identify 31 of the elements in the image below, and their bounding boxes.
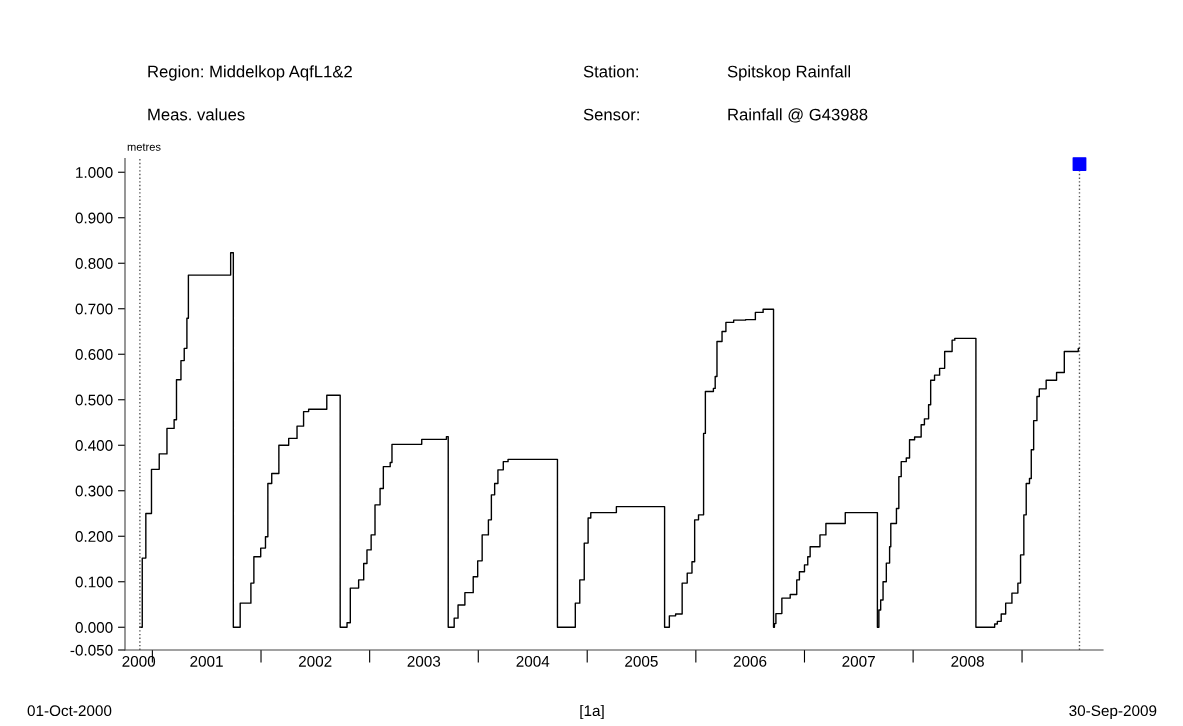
x-tick-label: 2005	[625, 655, 658, 667]
y-tick-label: 0.300	[75, 485, 113, 497]
y-tick-label: 0.900	[75, 212, 113, 224]
text: Rainfall @ G43988	[728, 108, 868, 123]
y-tick-label: -0.050	[70, 644, 113, 656]
x-tick-label: 2001	[190, 655, 223, 667]
text: [1a]	[580, 704, 604, 720]
y-tick-label: 0.800	[75, 258, 113, 269]
text: Spitskop Rainfall	[727, 65, 851, 81]
x-tick-label: 2007	[842, 655, 875, 667]
x-tick-label: 2008	[951, 655, 984, 667]
x-tick-label: 2006	[733, 655, 767, 667]
x-tick-label: 2004	[516, 655, 550, 667]
text: 30-Sep-2009	[1069, 705, 1157, 720]
text: 01-Oct-2000	[27, 705, 112, 717]
y-tick-label: 0.600	[75, 349, 113, 360]
text: Meas. values	[148, 108, 245, 121]
x-tick-label: 2003	[407, 655, 441, 667]
y-axis-title: metres	[127, 143, 161, 151]
y-tick-label: 0.700	[75, 303, 113, 315]
x-tick-label: 2000	[122, 655, 156, 667]
y-tick-label: 0.200	[75, 531, 113, 542]
text: Sensor:	[583, 108, 639, 121]
text: Station:	[583, 65, 638, 78]
y-tick-label: 0.500	[75, 394, 113, 406]
y-tick-label: 0.100	[75, 576, 113, 588]
x-tick-label: 2002	[298, 655, 332, 667]
text: Region: Middelkop AqfL1&2	[148, 65, 352, 81]
y-tick-label: 0.400	[75, 440, 113, 451]
y-tick-label: 0.000	[75, 622, 113, 633]
y-tick-label: 1.000	[76, 167, 113, 178]
